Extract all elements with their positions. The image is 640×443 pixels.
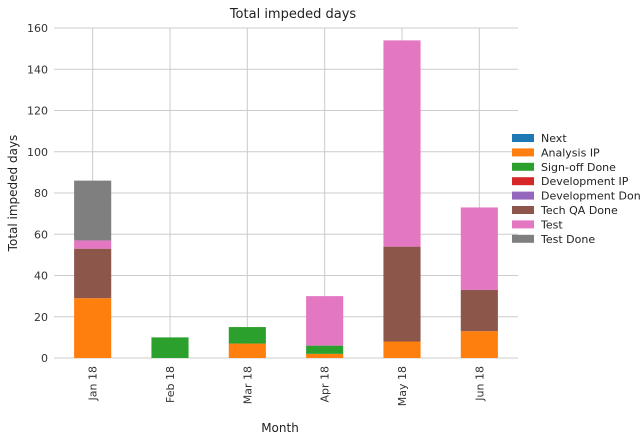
- bar-mar-18-sign-off-done: [228, 327, 266, 344]
- bar-may-18-tech-qa-done: [383, 246, 421, 342]
- legend-label-sign-off-done: Sign-off Done: [541, 161, 616, 174]
- x-axis-title: Month: [261, 421, 299, 435]
- legend-label-analysis-ip: Analysis IP: [541, 146, 600, 159]
- legend-label-development-ip: Development IP: [541, 175, 629, 188]
- bars: [74, 40, 498, 358]
- legend-label-test: Test: [540, 218, 563, 231]
- x-tick-label-feb-18: Feb 18: [164, 366, 177, 403]
- grid-lines: [54, 27, 518, 359]
- y-tick-label: 40: [34, 270, 48, 283]
- legend-label-tech-qa-done: Tech QA Done: [540, 204, 618, 217]
- bar-apr-18-analysis-ip: [306, 353, 344, 358]
- y-tick-label: 140: [27, 63, 48, 76]
- legend-label-test-done: Test Done: [540, 233, 595, 246]
- legend-label-development-done: Development Done: [541, 190, 640, 203]
- x-axis-ticks: Jan 18 Feb 18 Mar 18 Apr 18 May 18 Jun 18: [87, 366, 487, 406]
- bar-mar-18-analysis-ip: [228, 343, 266, 358]
- legend-label-next: Next: [541, 132, 567, 145]
- y-tick-label: 0: [41, 352, 48, 365]
- bar-may-18-analysis-ip: [383, 341, 421, 358]
- x-tick-label-may-18: May 18: [396, 366, 409, 406]
- bar-jan-18-analysis-ip: [74, 298, 112, 358]
- y-tick-label: 60: [34, 228, 48, 241]
- y-axis-title: Total impeded days: [6, 135, 20, 253]
- bar-jun-18-tech-qa-done: [460, 289, 498, 332]
- x-tick-label-jan-18: Jan 18: [87, 366, 100, 401]
- bar-may-18-test: [383, 40, 421, 247]
- bar-jan-18-tech-qa-done: [74, 248, 112, 299]
- bar-jan-18-test: [74, 240, 112, 249]
- y-tick-label: 120: [27, 105, 48, 118]
- legend-swatch-test: [512, 220, 534, 229]
- legend-swatch-tech-qa-done: [512, 206, 534, 214]
- x-tick-label-jun-18: Jun 18: [473, 366, 486, 402]
- x-tick-label-apr-18: Apr 18: [319, 366, 332, 403]
- y-tick-label: 100: [27, 146, 48, 159]
- bar-jun-18-analysis-ip: [460, 331, 498, 358]
- y-tick-label: 160: [27, 22, 48, 35]
- bar-feb-18-sign-off-done: [151, 337, 189, 358]
- legend-swatch-analysis-ip: [512, 148, 534, 157]
- chart-title: Total impeded days: [229, 7, 357, 22]
- legend-swatch-next: [512, 134, 534, 142]
- legend-swatch-test-done: [512, 234, 534, 243]
- x-tick-label-mar-18: Mar 18: [241, 366, 254, 404]
- legend-swatch-development-done: [512, 191, 534, 200]
- legend-swatch-development-ip: [512, 177, 534, 186]
- bar-jan-18-test-done: [74, 180, 112, 241]
- bar-jun-18-test: [460, 207, 498, 290]
- y-tick-label: 80: [34, 187, 48, 200]
- bar-apr-18-test: [306, 296, 344, 346]
- y-tick-label: 20: [34, 311, 48, 324]
- bar-apr-18-sign-off-done: [306, 345, 344, 354]
- y-axis-ticks: 0 20 40 60 80 100 120 140 160: [27, 22, 48, 365]
- legend-swatch-sign-off-done: [512, 162, 534, 171]
